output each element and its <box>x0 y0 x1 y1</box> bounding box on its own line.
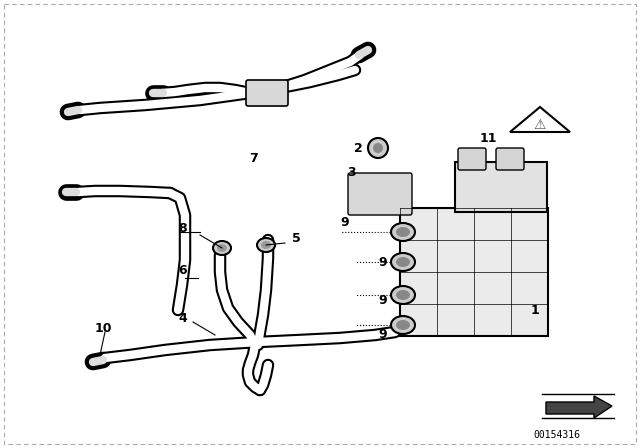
Text: 5: 5 <box>292 232 300 245</box>
Polygon shape <box>510 107 570 132</box>
Ellipse shape <box>217 244 227 252</box>
Polygon shape <box>546 396 612 418</box>
FancyBboxPatch shape <box>246 80 288 106</box>
Ellipse shape <box>396 320 410 330</box>
Text: 9: 9 <box>379 255 387 268</box>
Text: 6: 6 <box>179 263 188 276</box>
Text: 1: 1 <box>531 303 540 316</box>
Ellipse shape <box>391 223 415 241</box>
Ellipse shape <box>391 316 415 334</box>
FancyBboxPatch shape <box>455 162 547 212</box>
Text: 11: 11 <box>479 132 497 145</box>
FancyBboxPatch shape <box>496 148 524 170</box>
Text: 8: 8 <box>179 221 188 234</box>
Text: 9: 9 <box>379 293 387 306</box>
Text: 4: 4 <box>179 311 188 324</box>
Ellipse shape <box>257 238 275 252</box>
Text: 7: 7 <box>248 151 257 164</box>
Ellipse shape <box>396 257 410 267</box>
Text: 9: 9 <box>379 327 387 340</box>
Ellipse shape <box>391 286 415 304</box>
Circle shape <box>373 143 383 153</box>
Circle shape <box>368 138 388 158</box>
FancyBboxPatch shape <box>348 173 412 215</box>
FancyBboxPatch shape <box>400 208 548 336</box>
Text: 00154316: 00154316 <box>534 430 580 440</box>
Ellipse shape <box>213 241 231 255</box>
Ellipse shape <box>396 227 410 237</box>
Ellipse shape <box>391 253 415 271</box>
Text: ⚠: ⚠ <box>534 118 547 132</box>
FancyBboxPatch shape <box>458 148 486 170</box>
Ellipse shape <box>261 241 271 249</box>
Text: 9: 9 <box>340 215 349 228</box>
Text: 10: 10 <box>94 322 112 335</box>
Text: 2: 2 <box>354 142 362 155</box>
Text: 3: 3 <box>348 165 356 178</box>
Ellipse shape <box>396 290 410 300</box>
